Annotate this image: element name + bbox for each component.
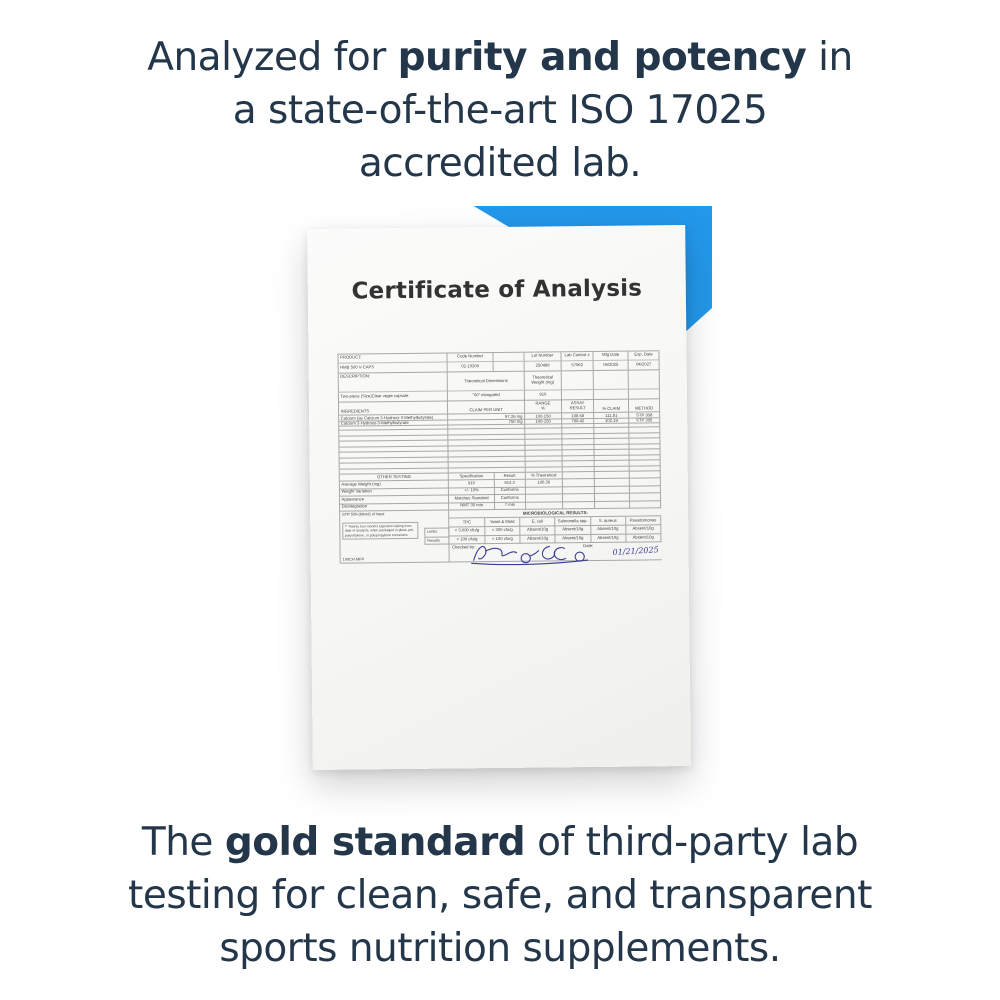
lab-control-cell: Lab Control # 57962 xyxy=(561,352,594,372)
exp-date-cell: Exp. Date 04/2027 xyxy=(628,351,660,371)
ingredients-header: INGREDIENTS xyxy=(338,401,449,416)
description-value: Two-piece (Size)Clear vegie capsule xyxy=(340,393,409,399)
expiration-footnote: ** Twenty four months expiration dating … xyxy=(342,521,419,540)
description-label: DESCRIPTION: xyxy=(338,372,448,393)
mfg-date-value: 04/2025 xyxy=(603,361,619,367)
micro-column-header: E. coli xyxy=(520,517,556,527)
footer: The gold standard of third-party lab tes… xyxy=(0,816,1000,975)
product-cell: PRODUCT: HMB 500 V-CAPS xyxy=(338,353,449,374)
handwritten-date: 01/21/2025 xyxy=(612,545,659,558)
footer-text: The xyxy=(141,820,225,865)
range-header: RANGE% xyxy=(524,400,563,414)
micro-notes-cell: STP 500-(blend) of input ** Twenty four … xyxy=(340,510,451,563)
limit-value: Absent/10g xyxy=(590,525,627,535)
lot-number-value: 250499 xyxy=(535,362,550,368)
footer-line-2: testing for clean, safe, and transparent xyxy=(128,873,872,918)
footer-line-3: sports nutrition supplements. xyxy=(219,926,781,971)
limit-value: Absent/10g xyxy=(625,525,662,535)
micro-column-header: TPC xyxy=(449,518,486,528)
weight-label: Theoretical Weight (mg) xyxy=(524,371,561,391)
limits-label: Limits xyxy=(424,527,450,537)
headline-line-2: a state-of-the-art ISO 17025 xyxy=(232,88,768,133)
certificate-paper: Certificate of Analysis PRODUCT: HMB 500… xyxy=(307,225,691,770)
headline-bold-text: purity and potency xyxy=(397,35,807,80)
footer-text: of third-party lab xyxy=(525,820,859,865)
result-value: Absent/10g xyxy=(626,533,662,543)
lab-control-value: 57962 xyxy=(571,362,584,368)
headline-text: Analyzed for xyxy=(147,35,398,80)
headline: Analyzed for purity and potency in a sta… xyxy=(0,31,1000,190)
description-row: DESCRIPTION: Two-piece (Size)Clear vegie… xyxy=(338,370,660,403)
exp-date-value: 04/2027 xyxy=(636,361,652,367)
signature-row: Checked by: Date: 01/21/2025 xyxy=(450,542,662,566)
headline-line-3: accredited lab. xyxy=(358,141,642,186)
limit-value: < 3,000 cfu/g xyxy=(449,527,486,537)
weight-cell: Theoretical Weight (mg) 910 xyxy=(524,371,563,401)
micro-results-area: MICROBIOLOGICAL RESULTS: TPC Yeast & Mol… xyxy=(449,508,662,566)
stp-note: STP 500-(blend) of input xyxy=(342,511,385,517)
footer-bold-text: gold standard xyxy=(224,820,526,865)
dimensions-value: "00" elongated xyxy=(472,392,500,398)
limit-value: Absent/10g xyxy=(555,526,591,535)
code-number-cell: Code Number 02-10200 xyxy=(447,353,494,373)
lot-number-label: Lot Number xyxy=(524,352,561,362)
micro-column-header: Pseudomonas xyxy=(625,516,662,526)
exp-date-label: Exp. Date xyxy=(628,351,659,361)
blank-cell xyxy=(493,352,525,373)
document-code: 100CH MFP xyxy=(342,555,365,562)
micro-column-header: Yeast & Mold xyxy=(484,517,521,528)
mfg-date-label: Mfg Date xyxy=(593,352,628,362)
headline-line-1: Analyzed for purity and potency in xyxy=(0,31,1000,84)
code-number-value: 02-10200 xyxy=(461,363,480,369)
certificate-table: PRODUCT: HMB 500 V-CAPS Code Number 02-1… xyxy=(337,350,662,566)
certificate-title: Certificate of Analysis xyxy=(351,275,643,305)
signature-scribble xyxy=(471,545,589,566)
micro-column-header: S. aureus xyxy=(590,516,626,527)
blank-cell xyxy=(593,370,630,400)
blank-cell xyxy=(561,370,595,401)
dimensions-label: Theoretical Dimensions xyxy=(448,371,524,392)
assay-result-header: ASSAY RESULT xyxy=(562,399,595,414)
footer-line-1: The gold standard of third-party lab xyxy=(0,816,1000,869)
headline-text: in xyxy=(806,35,853,80)
limit-value: < 300 cfu/g xyxy=(485,526,521,536)
micro-row-labels: Limits Results xyxy=(424,527,450,545)
product-value: HMB 500 V-CAPS xyxy=(340,364,375,370)
dimensions-cell: Theoretical Dimensions "00" elongated xyxy=(448,371,525,402)
blank-cell xyxy=(628,370,660,400)
lot-number-cell: Lot Number 250499 xyxy=(524,352,562,372)
claim-per-unit-header: CLAIM PER UNIT xyxy=(448,400,525,415)
method-header: METHOD xyxy=(629,399,661,413)
pct-claim-header: % CLAIM xyxy=(594,399,630,413)
lab-control-label: Lab Control # xyxy=(561,352,593,362)
weight-value: 910 xyxy=(539,391,547,397)
mfg-date-cell: Mfg Date 04/2025 xyxy=(593,351,629,371)
code-number-label: Code Number xyxy=(447,353,493,363)
microbiological-section: STP 500-(blend) of input ** Twenty four … xyxy=(340,508,662,566)
limit-value: Absent/10g xyxy=(520,526,556,536)
description-cell: DESCRIPTION: Two-piece (Size)Clear vegie… xyxy=(338,372,449,403)
micro-column-header: Salmonella spp. xyxy=(555,517,591,527)
results-label: Results xyxy=(424,536,450,545)
